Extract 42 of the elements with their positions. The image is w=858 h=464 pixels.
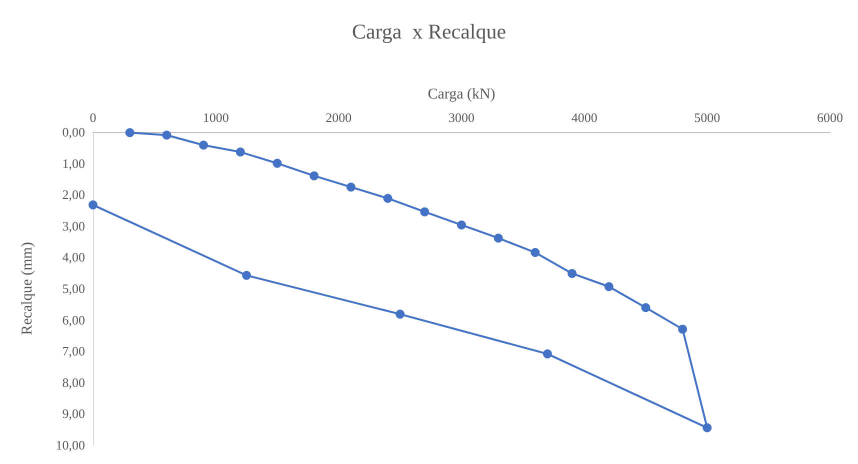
point bbox=[199, 140, 208, 150]
point bbox=[420, 207, 430, 216]
x-axis-title: Carga (kN) bbox=[428, 86, 496, 102]
y-tick-label: 2,00 bbox=[62, 187, 85, 202]
point bbox=[236, 148, 245, 157]
point bbox=[125, 128, 134, 138]
x-tick-label: 4000 bbox=[571, 110, 598, 125]
point bbox=[162, 130, 172, 140]
point bbox=[568, 268, 577, 278]
point bbox=[383, 194, 392, 203]
point bbox=[396, 310, 405, 319]
y-tick-label: 0,00 bbox=[62, 124, 85, 140]
x-tick-label: 6000 bbox=[817, 110, 843, 125]
point bbox=[346, 182, 356, 192]
point bbox=[310, 171, 319, 180]
x-tick-label: 3000 bbox=[448, 110, 474, 125]
x-tick-label: 5000 bbox=[694, 110, 720, 125]
y-tick-label: 4,00 bbox=[62, 250, 85, 265]
point bbox=[542, 349, 552, 358]
point bbox=[457, 220, 466, 230]
y-tick-label: 9,00 bbox=[62, 406, 85, 422]
point bbox=[88, 200, 98, 210]
x-tick-label: 0 bbox=[90, 110, 96, 125]
point bbox=[494, 234, 503, 243]
point bbox=[272, 158, 282, 168]
y-tick-label: 10,00 bbox=[56, 438, 85, 452]
y-tick-label: 6,00 bbox=[62, 312, 85, 328]
y-axis-title: Recalque (mm) bbox=[20, 242, 36, 335]
point bbox=[678, 324, 688, 334]
chart-title: Carga x Recalque bbox=[352, 20, 506, 44]
y-tick-label: 7,00 bbox=[62, 344, 85, 359]
point bbox=[242, 270, 252, 280]
point bbox=[530, 248, 540, 257]
x-tick-label: 1000 bbox=[202, 110, 229, 125]
point bbox=[702, 423, 712, 432]
point bbox=[604, 282, 614, 292]
y-tick-label: 1,00 bbox=[62, 156, 85, 171]
point bbox=[641, 303, 650, 312]
x-tick-label: 2000 bbox=[326, 110, 352, 125]
y-tick-label: 8,00 bbox=[62, 374, 85, 390]
y-tick-label: 3,00 bbox=[62, 218, 85, 234]
y-tick-label: 5,00 bbox=[62, 281, 85, 296]
